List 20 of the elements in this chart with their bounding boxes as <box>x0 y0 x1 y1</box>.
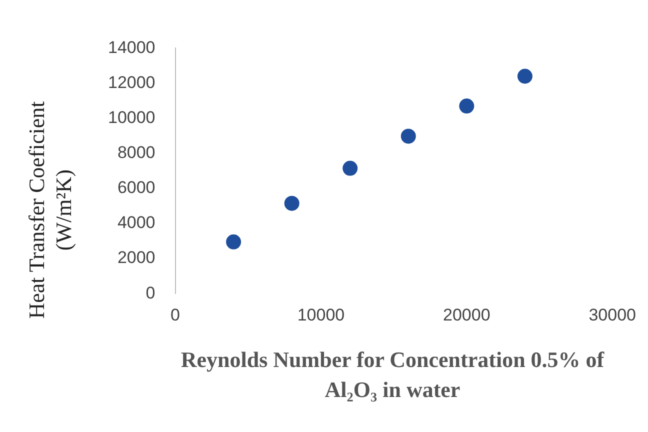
x-tick-label: 10000 <box>297 305 345 324</box>
point <box>342 160 358 176</box>
point <box>459 98 474 114</box>
point <box>400 128 416 144</box>
point <box>284 196 300 211</box>
y-tick-label: 0 <box>146 283 156 302</box>
y-tick-label: 12000 <box>108 72 156 92</box>
x-axis-title: Reynolds Number for Concentration 0.5% of Al₂O₃ in water <box>180 346 606 404</box>
y-axis-title: Heat Transfer Coeficient (W/m²K) <box>23 100 77 321</box>
y-tick-label: 14000 <box>108 38 156 57</box>
y-tick-label: 4000 <box>117 213 156 232</box>
point <box>517 68 532 84</box>
y-tick-label: 8000 <box>117 143 156 162</box>
y-tick-label: 6000 <box>117 178 156 198</box>
y-tick-label: 2000 <box>117 248 156 268</box>
point <box>226 234 242 250</box>
x-tick-label: 20000 <box>443 305 490 324</box>
x-tick-label: 0 <box>170 305 180 324</box>
x-tick-label: 30000 <box>588 305 636 324</box>
y-tick-label: 10000 <box>108 108 156 127</box>
